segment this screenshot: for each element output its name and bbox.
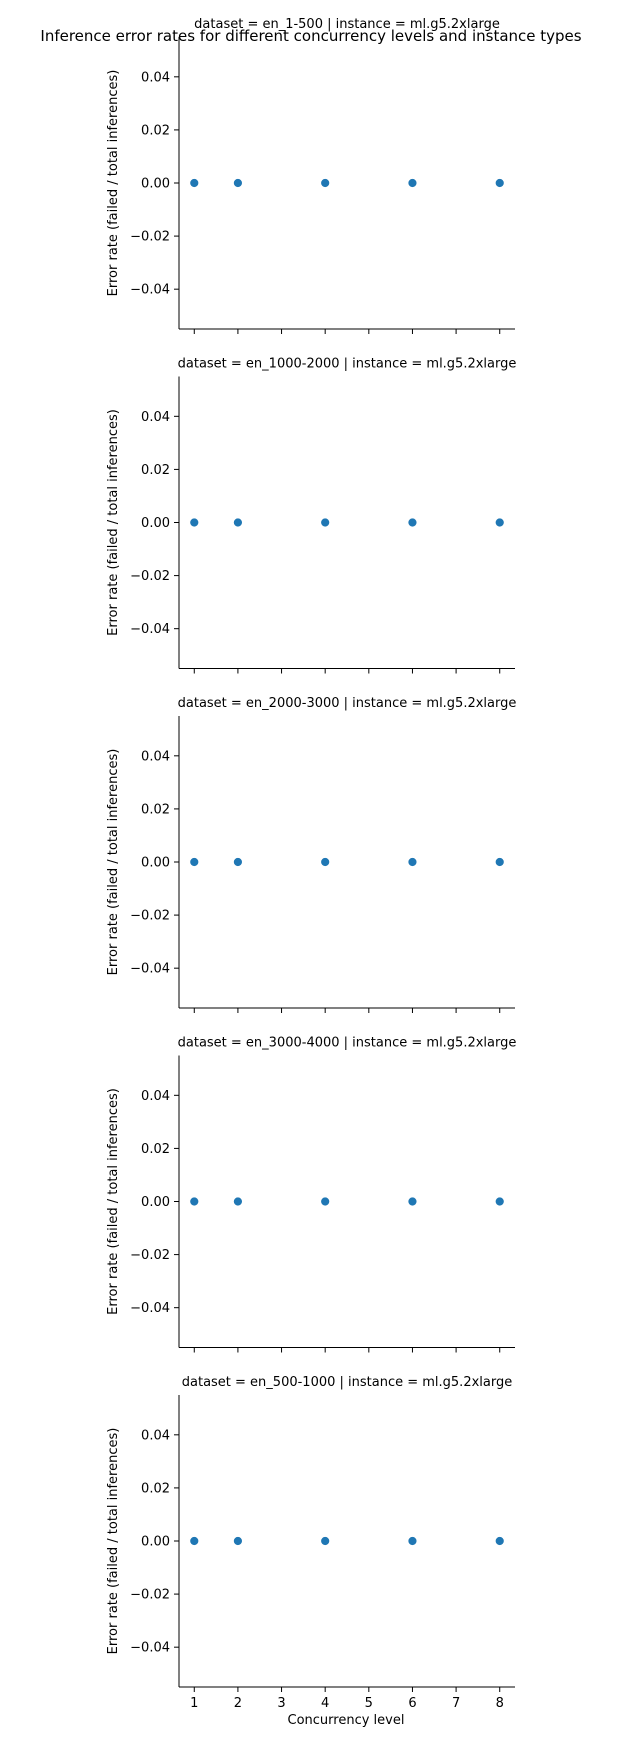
facet-panel: dataset = en_3000-4000 | instance = ml.g…: [106, 1036, 516, 1353]
y-tick-label: 0.02: [141, 123, 170, 138]
y-tick-label: −0.04: [130, 962, 170, 977]
chart-title: Inference error rates for different conc…: [40, 27, 581, 45]
y-axis-label: Error rate (failed / total inferences): [106, 409, 121, 636]
y-tick-label: 0.04: [141, 70, 170, 85]
facet-title: dataset = en_500-1000 | instance = ml.g5…: [182, 1375, 512, 1390]
data-point: [320, 857, 331, 867]
data-point: [494, 1196, 505, 1207]
y-tick-label: 0.02: [141, 1481, 170, 1496]
y-tick-label: −0.02: [130, 569, 170, 584]
data-point: [494, 517, 505, 528]
x-tick-label: 4: [321, 1696, 329, 1711]
facet-title: dataset = en_2000-3000 | instance = ml.g…: [178, 696, 517, 711]
y-tick-label: −0.04: [130, 622, 170, 637]
x-tick-label: 8: [496, 1696, 504, 1711]
data-point: [494, 1536, 505, 1546]
data-point: [189, 1196, 200, 1207]
x-tick-label: 6: [408, 1696, 416, 1711]
data-point: [189, 1536, 200, 1546]
data-point: [189, 178, 200, 188]
x-axis-label: Concurrency level: [288, 1713, 405, 1728]
facet-panel: dataset = en_2000-3000 | instance = ml.g…: [106, 696, 516, 1013]
y-axis-label: Error rate (failed / total inferences): [106, 70, 121, 297]
y-tick-label: −0.04: [130, 283, 170, 298]
facet-panel: dataset = en_500-1000 | instance = ml.g5…: [106, 1375, 515, 1711]
y-tick-label: 0.04: [141, 1089, 170, 1104]
x-tick-label: 5: [365, 1696, 373, 1711]
data-point: [189, 517, 200, 528]
facet-panels: dataset = en_1-500 | instance = ml.g5.2x…: [106, 17, 516, 1711]
x-tick-label: 3: [277, 1696, 285, 1711]
data-point: [407, 857, 418, 867]
data-point: [233, 517, 243, 528]
data-point: [407, 1196, 418, 1207]
y-tick-label: −0.02: [130, 909, 170, 924]
y-tick-label: 0.00: [141, 1535, 170, 1550]
y-tick-label: 0.02: [141, 463, 170, 478]
facet-panel: dataset = en_1-500 | instance = ml.g5.2x…: [106, 17, 515, 334]
y-tick-label: −0.02: [130, 1248, 170, 1263]
data-point: [320, 1196, 331, 1207]
y-axis-label: Error rate (failed / total inferences): [106, 1428, 121, 1655]
data-point: [233, 1196, 243, 1207]
y-tick-label: −0.04: [130, 1641, 170, 1656]
y-tick-label: 0.02: [141, 1142, 170, 1157]
facet-title: dataset = en_1-500 | instance = ml.g5.2x…: [194, 17, 500, 32]
y-tick-label: 0.04: [141, 749, 170, 764]
data-point: [407, 1536, 418, 1546]
x-tick-label: 7: [452, 1696, 460, 1711]
y-tick-label: 0.00: [141, 516, 170, 531]
y-tick-label: 0.04: [141, 1428, 170, 1443]
y-axis-label: Error rate (failed / total inferences): [106, 1088, 121, 1315]
y-tick-label: 0.00: [141, 856, 170, 871]
data-point: [320, 1536, 331, 1546]
data-point: [407, 178, 418, 188]
y-tick-label: 0.00: [141, 1195, 170, 1210]
data-point: [233, 1536, 243, 1546]
y-tick-label: 0.04: [141, 410, 170, 425]
data-point: [407, 517, 418, 528]
x-tick-label: 1: [190, 1696, 198, 1711]
data-point: [233, 857, 243, 867]
x-tick-label: 2: [234, 1696, 242, 1711]
y-tick-label: 0.02: [141, 802, 170, 817]
y-axis-label: Error rate (failed / total inferences): [106, 749, 121, 976]
data-point: [189, 857, 200, 867]
y-tick-label: 0.00: [141, 177, 170, 192]
y-tick-label: −0.04: [130, 1301, 170, 1316]
y-tick-label: −0.02: [130, 1588, 170, 1603]
data-point: [233, 178, 243, 188]
data-point: [320, 517, 331, 528]
y-tick-label: −0.02: [130, 230, 170, 245]
data-point: [494, 178, 505, 188]
facet-panel: dataset = en_1000-2000 | instance = ml.g…: [106, 357, 516, 674]
data-point: [494, 857, 505, 867]
facet-title: dataset = en_3000-4000 | instance = ml.g…: [178, 1036, 517, 1051]
facet-title: dataset = en_1000-2000 | instance = ml.g…: [178, 357, 517, 372]
data-point: [320, 178, 331, 188]
